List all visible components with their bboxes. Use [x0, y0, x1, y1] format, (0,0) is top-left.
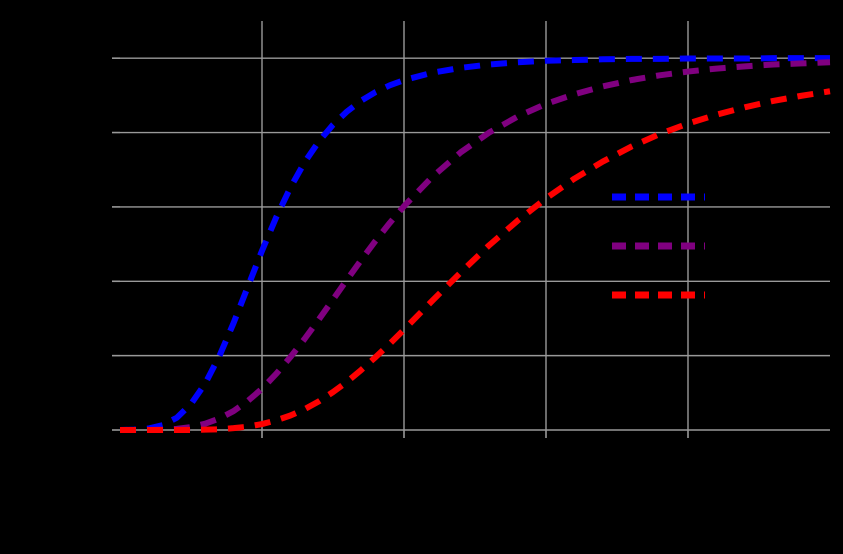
- y-tick-label: 1.0: [90, 50, 108, 65]
- y-tick-label: 0.0: [90, 422, 108, 437]
- curve-red: [120, 88, 831, 433]
- x-tick-label: 3: [542, 442, 549, 457]
- x-tick-label: 4: [684, 442, 691, 457]
- y-tick-label: 0.2: [90, 348, 108, 363]
- curve-blue: [119, 55, 830, 433]
- y-tick-label: 0.6: [90, 199, 108, 214]
- plot-area-background: [120, 21, 830, 430]
- y-tick-label: 0.8: [90, 125, 108, 140]
- curve-purple: [120, 59, 831, 433]
- y-tick-label: 0.4: [90, 273, 108, 288]
- x-tick-label: 2: [400, 442, 407, 457]
- x-tick-label: 1: [258, 442, 265, 457]
